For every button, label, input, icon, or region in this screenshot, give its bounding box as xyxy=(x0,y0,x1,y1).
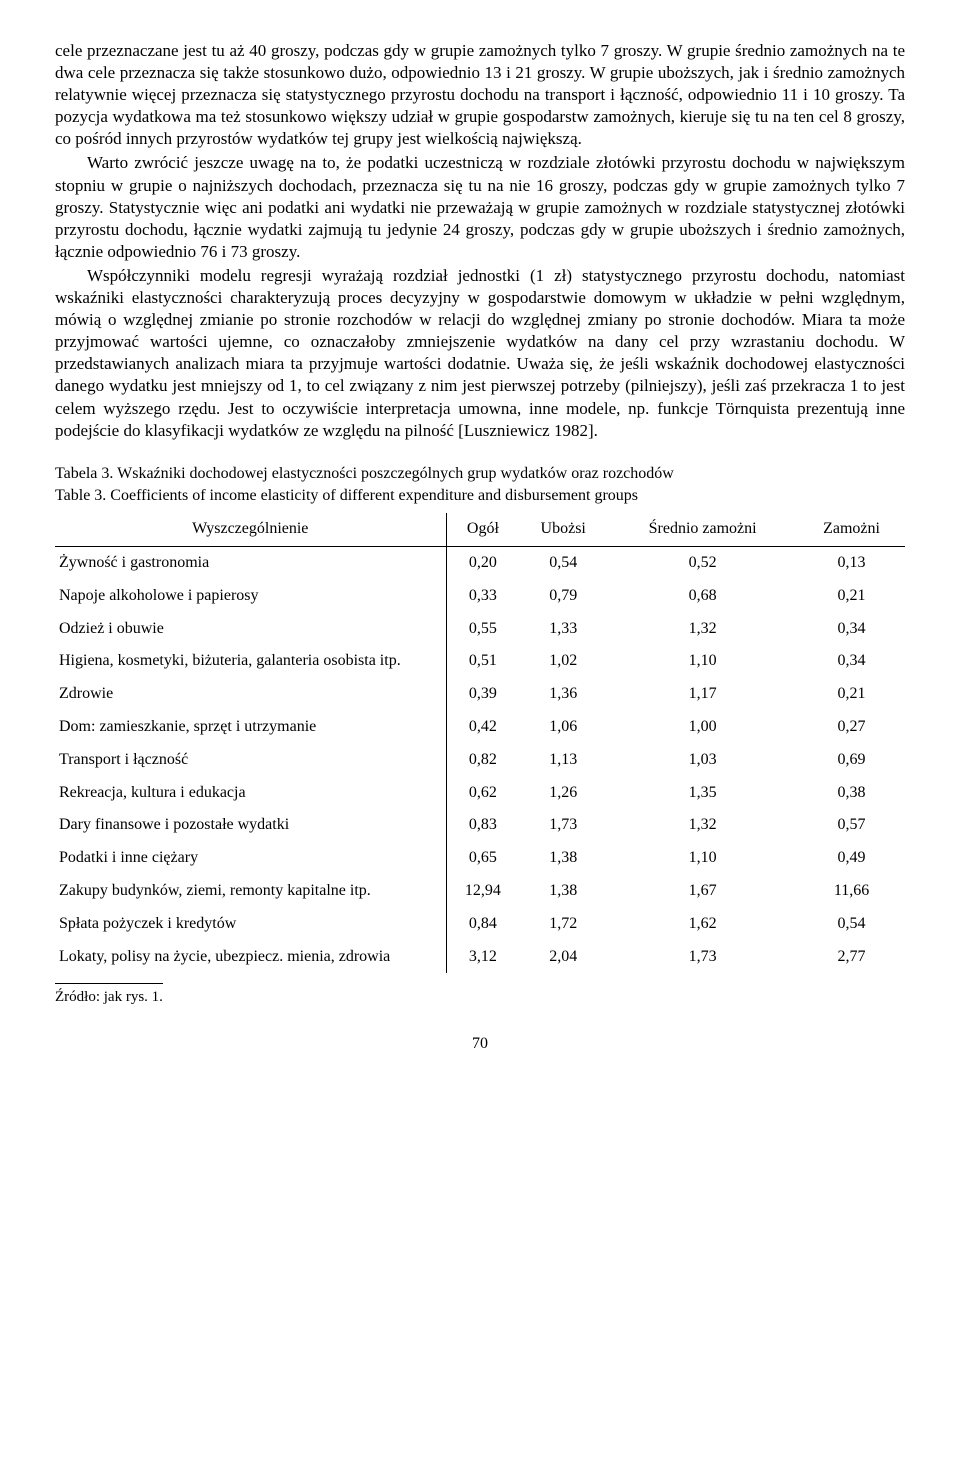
paragraph-1: cele przeznaczane jest tu aż 40 groszy, … xyxy=(55,40,905,150)
row-label: Lokaty, polisy na życie, ubezpiecz. mien… xyxy=(55,941,446,974)
table-row: Lokaty, polisy na życie, ubezpiecz. mien… xyxy=(55,941,905,974)
table-row: Spłata pożyczek i kredytów0,841,721,620,… xyxy=(55,908,905,941)
row-value: 0,54 xyxy=(519,547,607,580)
row-value: 0,68 xyxy=(607,580,798,613)
page-number: 70 xyxy=(55,1034,905,1055)
row-value: 1,02 xyxy=(519,645,607,678)
row-value: 0,57 xyxy=(798,809,905,842)
row-value: 0,27 xyxy=(798,711,905,744)
row-value: 0,79 xyxy=(519,580,607,613)
table-row: Podatki i inne ciężary0,651,381,100,49 xyxy=(55,842,905,875)
row-value: 0,83 xyxy=(446,809,519,842)
table-header-row: Wyszczególnienie Ogół Ubożsi Średnio zam… xyxy=(55,513,905,546)
row-value: 1,67 xyxy=(607,875,798,908)
table-row: Zdrowie0,391,361,170,21 xyxy=(55,678,905,711)
row-value: 0,51 xyxy=(446,645,519,678)
row-value: 1,62 xyxy=(607,908,798,941)
row-value: 0,54 xyxy=(798,908,905,941)
row-value: 1,10 xyxy=(607,645,798,678)
row-value: 0,13 xyxy=(798,547,905,580)
row-value: 1,33 xyxy=(519,613,607,646)
row-value: 0,34 xyxy=(798,613,905,646)
table-row: Zakupy budynków, ziemi, remonty kapitaln… xyxy=(55,875,905,908)
row-value: 1,32 xyxy=(607,809,798,842)
row-value: 1,03 xyxy=(607,744,798,777)
row-value: 1,26 xyxy=(519,777,607,810)
table-caption-pl: Tabela 3. Wskaźniki dochodowej elastyczn… xyxy=(55,464,905,485)
table-source: Źródło: jak rys. 1. xyxy=(55,983,163,1008)
row-value: 1,38 xyxy=(519,842,607,875)
row-label: Dary finansowe i pozostałe wydatki xyxy=(55,809,446,842)
table-body: Żywność i gastronomia0,200,540,520,13Nap… xyxy=(55,547,905,974)
row-value: 1,32 xyxy=(607,613,798,646)
row-value: 2,04 xyxy=(519,941,607,974)
row-label: Podatki i inne ciężary xyxy=(55,842,446,875)
table-row: Rekreacja, kultura i edukacja0,621,261,3… xyxy=(55,777,905,810)
row-value: 0,52 xyxy=(607,547,798,580)
table-caption-en: Table 3. Coefficients of income elastici… xyxy=(55,486,905,507)
row-value: 11,66 xyxy=(798,875,905,908)
col-header-srednio: Średnio zamożni xyxy=(607,513,798,546)
col-header-wyszczegolnienie: Wyszczególnienie xyxy=(55,513,446,546)
row-label: Dom: zamieszkanie, sprzęt i utrzymanie xyxy=(55,711,446,744)
row-value: 0,21 xyxy=(798,580,905,613)
col-header-ubozsi: Ubożsi xyxy=(519,513,607,546)
row-label: Transport i łączność xyxy=(55,744,446,777)
elasticity-table: Wyszczególnienie Ogół Ubożsi Średnio zam… xyxy=(55,513,905,973)
row-value: 1,36 xyxy=(519,678,607,711)
table-row: Żywność i gastronomia0,200,540,520,13 xyxy=(55,547,905,580)
table-row: Higiena, kosmetyki, biżuteria, galanteri… xyxy=(55,645,905,678)
row-value: 0,55 xyxy=(446,613,519,646)
table-row: Transport i łączność0,821,131,030,69 xyxy=(55,744,905,777)
row-value: 1,10 xyxy=(607,842,798,875)
table-row: Odzież i obuwie0,551,331,320,34 xyxy=(55,613,905,646)
row-value: 0,34 xyxy=(798,645,905,678)
row-label: Żywność i gastronomia xyxy=(55,547,446,580)
row-value: 1,35 xyxy=(607,777,798,810)
row-value: 1,00 xyxy=(607,711,798,744)
row-label: Higiena, kosmetyki, biżuteria, galanteri… xyxy=(55,645,446,678)
table-row: Dary finansowe i pozostałe wydatki0,831,… xyxy=(55,809,905,842)
row-label: Odzież i obuwie xyxy=(55,613,446,646)
row-value: 0,65 xyxy=(446,842,519,875)
row-label: Zdrowie xyxy=(55,678,446,711)
col-header-ogol: Ogół xyxy=(446,513,519,546)
col-header-zamozni: Zamożni xyxy=(798,513,905,546)
row-value: 1,13 xyxy=(519,744,607,777)
table-row: Napoje alkoholowe i papierosy0,330,790,6… xyxy=(55,580,905,613)
paragraph-3: Współczynniki modelu regresji wyrażają r… xyxy=(55,265,905,442)
row-label: Zakupy budynków, ziemi, remonty kapitaln… xyxy=(55,875,446,908)
row-value: 0,38 xyxy=(798,777,905,810)
row-value: 1,72 xyxy=(519,908,607,941)
row-value: 2,77 xyxy=(798,941,905,974)
row-value: 1,17 xyxy=(607,678,798,711)
row-value: 0,33 xyxy=(446,580,519,613)
row-value: 0,39 xyxy=(446,678,519,711)
row-value: 1,38 xyxy=(519,875,607,908)
row-value: 0,82 xyxy=(446,744,519,777)
row-label: Rekreacja, kultura i edukacja xyxy=(55,777,446,810)
row-value: 1,06 xyxy=(519,711,607,744)
row-label: Spłata pożyczek i kredytów xyxy=(55,908,446,941)
table-row: Dom: zamieszkanie, sprzęt i utrzymanie0,… xyxy=(55,711,905,744)
row-value: 12,94 xyxy=(446,875,519,908)
row-value: 0,20 xyxy=(446,547,519,580)
row-value: 0,21 xyxy=(798,678,905,711)
row-value: 0,69 xyxy=(798,744,905,777)
row-value: 3,12 xyxy=(446,941,519,974)
row-value: 0,42 xyxy=(446,711,519,744)
row-value: 0,49 xyxy=(798,842,905,875)
row-value: 1,73 xyxy=(607,941,798,974)
row-value: 0,62 xyxy=(446,777,519,810)
row-label: Napoje alkoholowe i papierosy xyxy=(55,580,446,613)
row-value: 1,73 xyxy=(519,809,607,842)
paragraph-2: Warto zwrócić jeszcze uwagę na to, że po… xyxy=(55,152,905,262)
row-value: 0,84 xyxy=(446,908,519,941)
